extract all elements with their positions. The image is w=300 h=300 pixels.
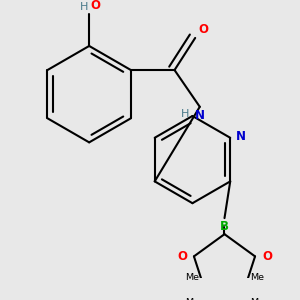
Text: Me: Me	[250, 298, 264, 300]
Text: Me: Me	[185, 298, 199, 300]
Text: H: H	[181, 109, 189, 119]
Text: O: O	[199, 22, 208, 36]
Text: O: O	[262, 250, 272, 263]
Text: Me: Me	[185, 273, 199, 282]
Text: N: N	[236, 130, 246, 143]
Text: B: B	[220, 220, 229, 233]
Text: N: N	[195, 109, 205, 122]
Text: O: O	[177, 250, 187, 263]
Text: Me: Me	[250, 273, 264, 282]
Text: O: O	[90, 0, 100, 11]
Text: H: H	[80, 2, 88, 11]
